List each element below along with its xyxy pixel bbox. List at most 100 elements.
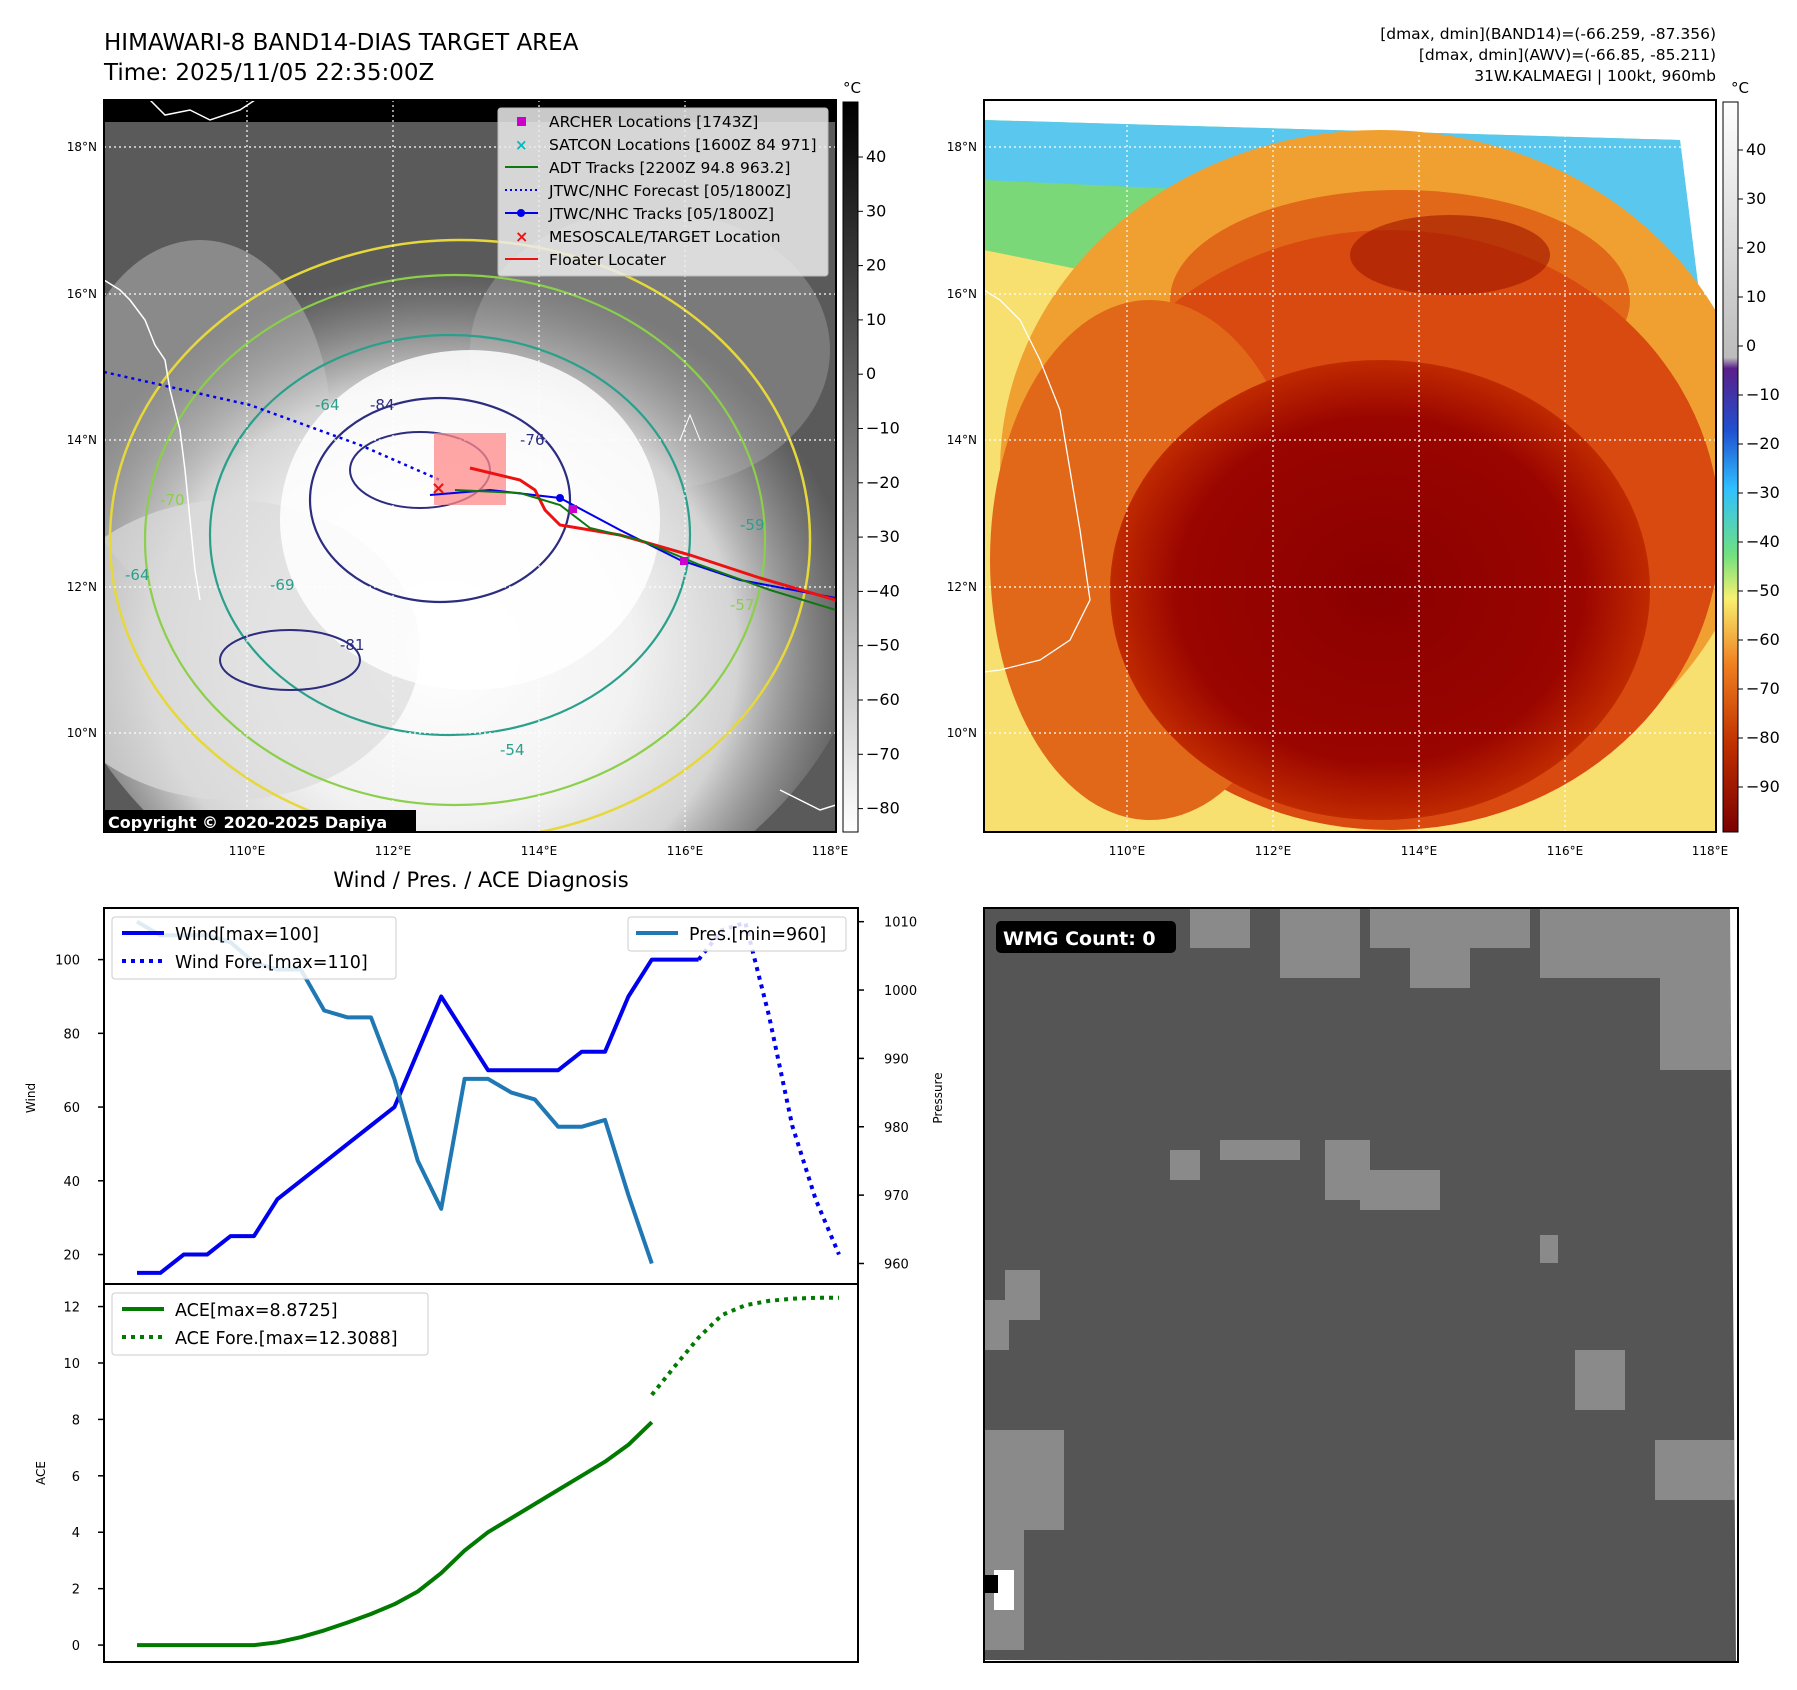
info-storm: 31W.KALMAEGI | 100kt, 960mb	[1474, 67, 1716, 85]
legend-label: ADT Tracks [2200Z 94.8 963.2]	[549, 159, 790, 177]
colorbar-tick-label: −60	[866, 690, 900, 709]
ace-tick-label: 2	[72, 1583, 80, 1598]
colorbar-tick-label: 30	[1746, 189, 1766, 208]
legend-label: Pres.[min=960]	[689, 925, 826, 945]
contour-core	[308, 396, 572, 604]
awv-lon-ticks: 110°E 112°E 114°E 116°E 118°E	[1109, 844, 1729, 858]
awv-gridlines	[984, 100, 1716, 832]
lat-tick: 18°N	[67, 140, 97, 154]
colorbar-tick-label: 10	[1746, 287, 1766, 306]
colorbar-tick-label: −40	[866, 581, 900, 600]
wmg-count-label: WMG Count: 0	[1003, 928, 1156, 950]
colorbar-tick-label: −80	[1746, 728, 1780, 747]
pressure-tick-label: 1000	[884, 984, 917, 999]
legend-label: JTWC/NHC Tracks [05/1800Z]	[548, 205, 774, 223]
awv-colorbar	[1722, 101, 1739, 833]
ace-tick-label: 0	[72, 1639, 80, 1654]
diagnosis-title: Wind / Pres. / ACE Diagnosis	[333, 868, 628, 892]
colorbar-tick-label: 20	[1746, 238, 1766, 257]
ir-colorbar	[842, 101, 859, 833]
lat-tick: 16°N	[947, 287, 977, 301]
pressure-tick-label: 1010	[884, 916, 917, 931]
contour-outer	[108, 238, 812, 832]
ace-axis-label: ACE	[34, 1461, 48, 1485]
lon-tick: 110°E	[1109, 844, 1146, 858]
ace-plot-area	[137, 1295, 839, 1648]
lat-tick: 10°N	[67, 726, 97, 740]
pressure-tick-label: 980	[884, 1121, 909, 1136]
colorbar-tick-label: −70	[866, 744, 900, 763]
lat-tick: 14°N	[67, 433, 97, 447]
colorbar-tick-label: −20	[1746, 434, 1780, 453]
colorbar-tick-label: −40	[1746, 532, 1780, 551]
contour-label: -76	[520, 431, 545, 449]
contour-label: -69	[270, 576, 295, 594]
lon-tick: 114°E	[1401, 844, 1438, 858]
legend-label: JTWC/NHC Forecast [05/1800Z]	[548, 182, 791, 200]
wmg-light-patches	[984, 908, 1738, 1650]
contour-label: -57	[730, 596, 755, 614]
jtwc-forecast-line	[104, 370, 441, 482]
colorbar-tick-label: −50	[866, 636, 900, 655]
lat-tick: 18°N	[947, 140, 977, 154]
lon-tick: 116°E	[667, 844, 704, 858]
legend-label: ACE Fore.[max=12.3088]	[175, 1329, 398, 1349]
lon-tick: 118°E	[812, 844, 849, 858]
colorbar-tick-label: 40	[1746, 140, 1766, 159]
colorbar-tick-label: −70	[1746, 679, 1780, 698]
colorbar-tick-label: 40	[866, 147, 886, 166]
ir-colorbar-unit: °C	[843, 79, 861, 97]
figure-title: HIMAWARI-8 BAND14-DIAS TARGET AREA	[104, 30, 579, 56]
colorbar-tick-label: −80	[866, 799, 900, 818]
awv-colorbar-unit: °C	[1731, 79, 1749, 97]
legend-label: SATCON Locations [1600Z 84 971]	[549, 136, 817, 154]
archer-marker	[680, 557, 688, 565]
figure-time: Time: 2025/11/05 22:35:00Z	[103, 60, 434, 86]
colorbar-tick-label: −30	[1746, 483, 1780, 502]
wind-legend: Wind[max=100] Wind Fore.[max=110]	[111, 916, 397, 980]
pressure-tick-label: 960	[884, 1257, 909, 1272]
x-marker-icon: ×	[515, 227, 528, 246]
info-awv: [dmax, dmin](AWV)=(-66.85, -85.211)	[1419, 46, 1716, 64]
wmg-white-patch	[994, 1570, 1014, 1610]
legend-label: ACE[max=8.8725]	[175, 1301, 338, 1321]
ace-series-line-1	[650, 1295, 839, 1397]
lat-tick: 16°N	[67, 287, 97, 301]
x-marker-icon: ×	[515, 136, 528, 154]
colorbar-tick-label: 20	[866, 256, 886, 275]
contour-label: -64	[315, 396, 340, 414]
wind-tick-label: 100	[55, 954, 80, 969]
adt-track-line	[454, 489, 836, 611]
contour-label: -81	[340, 636, 365, 654]
ir-lat-ticks: 18°N 16°N 14°N 12°N 10°N	[67, 140, 97, 740]
pressure-tick-label: 990	[884, 1052, 909, 1067]
contour-label: -59	[740, 516, 765, 534]
ace-tick-label: 4	[72, 1526, 80, 1541]
legend-label: ARCHER Locations [1743Z]	[549, 113, 758, 131]
ace-legend: ACE[max=8.8725] ACE Fore.[max=12.3088]	[111, 1292, 429, 1356]
wind-tick-label: 20	[63, 1249, 80, 1264]
colorbar-tick-label: −60	[1746, 630, 1780, 649]
contour-label: -54	[500, 741, 525, 759]
ace-tick-label: 8	[72, 1413, 80, 1428]
lat-tick: 12°N	[947, 580, 977, 594]
legend-label: MESOSCALE/TARGET Location	[549, 228, 781, 246]
wind-tick-label: 60	[63, 1101, 80, 1116]
pressure-axis-label: Pressure	[931, 1072, 945, 1123]
wmg-panel: WMG Count: 0	[983, 907, 1739, 1690]
legend-label: Wind Fore.[max=110]	[175, 953, 368, 973]
ir-legend: ARCHER Locations [1743Z] × SATCON Locati…	[497, 107, 829, 277]
awv-lat-ticks: 18°N 16°N 14°N 12°N 10°N	[947, 140, 977, 740]
copyright: Copyright © 2020-2025 Dapiya	[108, 813, 387, 832]
wind-tick-label: 40	[63, 1175, 80, 1190]
ace-tick-label: 10	[63, 1357, 80, 1372]
legend-label: Floater Locater	[549, 251, 667, 269]
awv-colorbar-ticks: 40 30 20 10 0 −10 −20 −30 −40 −50 −60 −70 −80 −90	[1738, 140, 1780, 796]
pressure-tick-label: 970	[884, 1189, 909, 1204]
archer-marker	[569, 505, 577, 513]
wmg-black-patch	[984, 1575, 998, 1593]
contour-mid	[143, 273, 767, 807]
contour-label: -70	[160, 491, 185, 509]
awv-imagery	[984, 100, 1716, 832]
